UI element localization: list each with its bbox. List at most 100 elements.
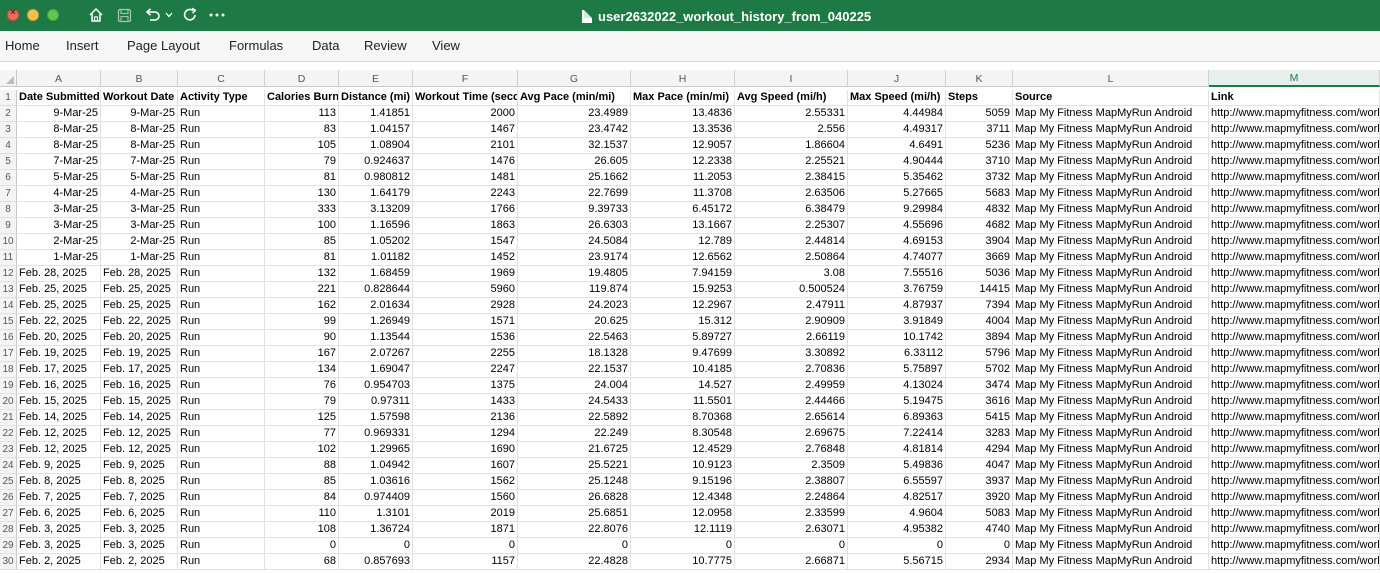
- table-cell[interactable]: 8-Mar-25: [17, 122, 101, 138]
- table-cell[interactable]: 4-Mar-25: [101, 186, 178, 202]
- table-cell[interactable]: 6.33112: [848, 346, 946, 362]
- table-cell[interactable]: 1481: [413, 170, 518, 186]
- table-cell[interactable]: 1.68459: [339, 266, 413, 282]
- row-header[interactable]: 21: [0, 410, 17, 426]
- table-cell[interactable]: 0.857693: [339, 554, 413, 570]
- header-cell[interactable]: Max Speed (mi/h): [848, 90, 946, 106]
- table-cell[interactable]: 15.9253: [631, 282, 735, 298]
- row-header[interactable]: 5: [0, 154, 17, 170]
- table-cell[interactable]: 1.05202: [339, 234, 413, 250]
- table-cell[interactable]: Feb. 6, 2025: [101, 506, 178, 522]
- header-cell[interactable]: Max Pace (min/mi): [631, 90, 735, 106]
- table-cell[interactable]: Run: [178, 378, 265, 394]
- table-cell[interactable]: 125: [265, 410, 339, 426]
- table-cell[interactable]: 2.66871: [735, 554, 848, 570]
- table-cell[interactable]: 81: [265, 170, 339, 186]
- header-cell[interactable]: Activity Type: [178, 90, 265, 106]
- table-cell[interactable]: Map My Fitness MapMyRun Android: [1013, 106, 1209, 122]
- table-cell[interactable]: 14415: [946, 282, 1013, 298]
- table-cell[interactable]: 1375: [413, 378, 518, 394]
- table-cell[interactable]: 2934: [946, 554, 1013, 570]
- table-cell[interactable]: Feb. 12, 2025: [101, 442, 178, 458]
- table-cell[interactable]: 3.91849: [848, 314, 946, 330]
- table-cell[interactable]: 26.6828: [518, 490, 631, 506]
- table-cell[interactable]: 25.5221: [518, 458, 631, 474]
- table-cell[interactable]: 2-Mar-25: [101, 234, 178, 250]
- table-cell[interactable]: Feb. 7, 2025: [101, 490, 178, 506]
- table-cell[interactable]: 4.82517: [848, 490, 946, 506]
- table-cell[interactable]: 0: [518, 538, 631, 554]
- table-cell[interactable]: 14.527: [631, 378, 735, 394]
- table-cell[interactable]: 4832: [946, 202, 1013, 218]
- table-cell[interactable]: 1-Mar-25: [17, 250, 101, 266]
- table-cell[interactable]: 1.04157: [339, 122, 413, 138]
- table-cell[interactable]: Run: [178, 218, 265, 234]
- table-cell[interactable]: 1433: [413, 394, 518, 410]
- table-cell[interactable]: 4.9604: [848, 506, 946, 522]
- table-cell[interactable]: 4.49317: [848, 122, 946, 138]
- table-cell[interactable]: 4-Mar-25: [17, 186, 101, 202]
- column-header-m[interactable]: M: [1209, 70, 1380, 87]
- table-cell[interactable]: 5415: [946, 410, 1013, 426]
- table-cell[interactable]: 2.24864: [735, 490, 848, 506]
- table-cell[interactable]: Feb. 19, 2025: [101, 346, 178, 362]
- table-cell[interactable]: Map My Fitness MapMyRun Android: [1013, 266, 1209, 282]
- table-cell[interactable]: 1562: [413, 474, 518, 490]
- table-cell[interactable]: 1.57598: [339, 410, 413, 426]
- table-cell[interactable]: 1560: [413, 490, 518, 506]
- table-cell[interactable]: 3937: [946, 474, 1013, 490]
- table-cell[interactable]: Map My Fitness MapMyRun Android: [1013, 330, 1209, 346]
- table-cell[interactable]: 1.64179: [339, 186, 413, 202]
- table-cell[interactable]: 134: [265, 362, 339, 378]
- table-cell[interactable]: 3-Mar-25: [17, 202, 101, 218]
- table-cell[interactable]: Feb. 14, 2025: [17, 410, 101, 426]
- table-cell[interactable]: 1294: [413, 426, 518, 442]
- table-cell[interactable]: Run: [178, 298, 265, 314]
- spreadsheet-grid[interactable]: A B C D E F G H I J K L M 1 2 3 4 5 6 7 8 9 10 11 12 13 14 15 16 17 18…: [0, 61, 1380, 573]
- row-header[interactable]: 4: [0, 138, 17, 154]
- table-cell[interactable]: 3283: [946, 426, 1013, 442]
- table-cell[interactable]: Run: [178, 250, 265, 266]
- table-cell[interactable]: 105: [265, 138, 339, 154]
- table-cell[interactable]: 2.50864: [735, 250, 848, 266]
- table-cell[interactable]: http://www.mapmyfitness.com/workout/: [1209, 266, 1380, 282]
- row-header[interactable]: 30: [0, 554, 17, 570]
- row-header[interactable]: 2: [0, 106, 17, 122]
- table-cell[interactable]: Feb. 6, 2025: [17, 506, 101, 522]
- column-header-i[interactable]: I: [735, 70, 848, 87]
- table-cell[interactable]: 6.89363: [848, 410, 946, 426]
- table-cell[interactable]: 1157: [413, 554, 518, 570]
- table-cell[interactable]: 1.26949: [339, 314, 413, 330]
- row-header[interactable]: 22: [0, 426, 17, 442]
- table-cell[interactable]: 77: [265, 426, 339, 442]
- table-cell[interactable]: 7.55516: [848, 266, 946, 282]
- table-cell[interactable]: http://www.mapmyfitness.com/workout/: [1209, 410, 1380, 426]
- table-cell[interactable]: http://www.mapmyfitness.com/workout/: [1209, 170, 1380, 186]
- table-cell[interactable]: http://www.mapmyfitness.com/workout/: [1209, 522, 1380, 538]
- tab-view[interactable]: View: [432, 38, 460, 53]
- table-cell[interactable]: 0.954703: [339, 378, 413, 394]
- table-cell[interactable]: Map My Fitness MapMyRun Android: [1013, 426, 1209, 442]
- table-cell[interactable]: Map My Fitness MapMyRun Android: [1013, 170, 1209, 186]
- table-cell[interactable]: 4.55696: [848, 218, 946, 234]
- table-cell[interactable]: 22.4828: [518, 554, 631, 570]
- table-cell[interactable]: 3-Mar-25: [101, 202, 178, 218]
- header-cell[interactable]: Avg Speed (mi/h): [735, 90, 848, 106]
- table-cell[interactable]: 26.6303: [518, 218, 631, 234]
- table-cell[interactable]: Run: [178, 106, 265, 122]
- table-cell[interactable]: 8-Mar-25: [101, 138, 178, 154]
- table-cell[interactable]: 0.500524: [735, 282, 848, 298]
- table-cell[interactable]: 12.4529: [631, 442, 735, 458]
- table-cell[interactable]: 2.38807: [735, 474, 848, 490]
- table-cell[interactable]: Run: [178, 234, 265, 250]
- table-cell[interactable]: 132: [265, 266, 339, 282]
- table-cell[interactable]: Feb. 14, 2025: [101, 410, 178, 426]
- table-cell[interactable]: 4.81814: [848, 442, 946, 458]
- table-cell[interactable]: http://www.mapmyfitness.com/workout/: [1209, 250, 1380, 266]
- table-cell[interactable]: 3616: [946, 394, 1013, 410]
- table-cell[interactable]: 5702: [946, 362, 1013, 378]
- table-cell[interactable]: Map My Fitness MapMyRun Android: [1013, 186, 1209, 202]
- table-cell[interactable]: http://www.mapmyfitness.com/workout/: [1209, 122, 1380, 138]
- table-cell[interactable]: 0.924637: [339, 154, 413, 170]
- table-cell[interactable]: 0: [946, 538, 1013, 554]
